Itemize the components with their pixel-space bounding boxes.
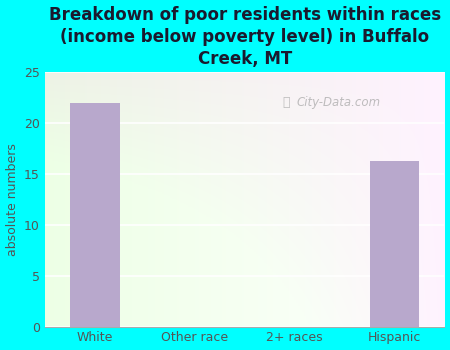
Bar [369,161,419,327]
Y-axis label: absolute numbers: absolute numbers [5,143,18,256]
Text: ⦿: ⦿ [283,96,290,109]
Bar [70,103,120,327]
Text: City-Data.com: City-Data.com [297,96,381,109]
Title: Breakdown of poor residents within races
(income below poverty level) in Buffalo: Breakdown of poor residents within races… [49,6,441,68]
